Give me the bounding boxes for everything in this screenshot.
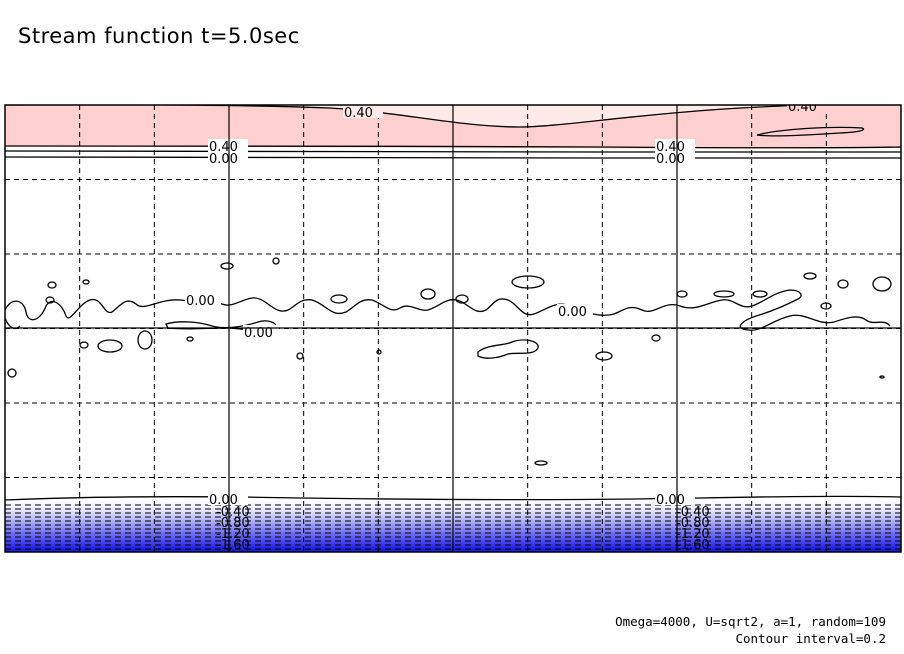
eddy (220, 262, 234, 270)
contour-0.00-middle (5, 289, 891, 331)
contour-label: -0.40 (676, 505, 710, 520)
contour-label: 0.40 (656, 140, 685, 155)
eddy (82, 279, 90, 285)
contour-label: -0.40 (216, 505, 250, 520)
parameters-text: Omega=4000, U=sqrt2, a=1, random=109 (615, 614, 886, 629)
eddy (420, 288, 436, 300)
eddy (752, 290, 768, 298)
eddy (872, 276, 892, 292)
contour-label: 0.40 (788, 100, 817, 115)
contour-label: 0.00 (209, 152, 238, 167)
eddy (713, 290, 735, 298)
contour-label: 0.00 (558, 305, 587, 320)
chart-title: Stream function t=5.0sec (18, 24, 300, 48)
eddy (376, 349, 382, 355)
eddy (137, 330, 153, 350)
contour-label: -0.80 (676, 516, 710, 531)
eddy (272, 257, 280, 265)
contour-label: 0.40 (344, 106, 373, 121)
eddy (186, 336, 194, 342)
eddy (534, 460, 548, 466)
eddy (595, 351, 613, 361)
contour-label: 0.00 (656, 152, 685, 167)
contour-label: -1.60 (676, 538, 710, 553)
contour-label: -1.20 (676, 527, 710, 542)
contour-label: -0.80 (216, 516, 250, 531)
eddy (47, 281, 57, 289)
contour-label: 0.40 (209, 140, 238, 155)
eddy (676, 290, 688, 298)
eddy (7, 368, 17, 378)
contour-0.40-oval (756, 126, 865, 137)
eddy (511, 275, 545, 289)
contour-label: 0.00 (186, 294, 215, 309)
eddy (837, 279, 849, 289)
contour-0.00-bottom (5, 495, 901, 501)
contour-label: -1.60 (216, 538, 250, 553)
contour-lines (5, 105, 901, 501)
eddy (296, 352, 304, 360)
major-grid-lines (5, 105, 901, 552)
eddy (803, 272, 817, 280)
contour-interval-text: Contour interval=0.2 (735, 631, 886, 646)
contour-labels: 0.40 0.40 0.40 0.40 0.00 0.00 0.00 0.00 … (185, 100, 827, 553)
contour-label: 0.00 (656, 493, 685, 508)
eddy (455, 294, 469, 304)
eddy (651, 334, 661, 342)
footer-annotation: Omega=4000, U=sqrt2, a=1, random=109 Con… (615, 613, 886, 647)
eddy (820, 302, 832, 310)
eddy (330, 294, 348, 304)
eddy (79, 341, 89, 349)
contour-label: 0.00 (209, 493, 238, 508)
plot-frame (4, 104, 902, 553)
eddy (45, 296, 55, 304)
contour-label: -1.20 (216, 527, 250, 542)
contour-0.40-lower (5, 145, 901, 149)
contour-label: 0.00 (244, 326, 273, 341)
eddy-elongated (477, 339, 539, 359)
eddy (97, 339, 123, 353)
eddy (879, 375, 885, 379)
